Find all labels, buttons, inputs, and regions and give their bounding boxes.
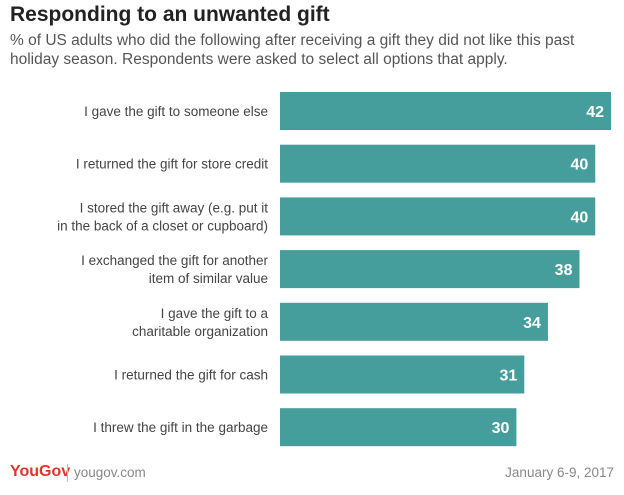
category-label: I gave the gift to someone else xyxy=(84,104,268,119)
chart-title: Responding to an unwanted gift xyxy=(10,3,330,26)
category-label: I returned the gift for store credit xyxy=(76,157,268,172)
category-label: I gave the gift to a charitable organizat… xyxy=(132,306,268,339)
bar-value-label: 42 xyxy=(586,104,604,121)
category-label: I exchanged the gift for another item of … xyxy=(81,253,268,286)
bar xyxy=(280,408,517,447)
bar-value-label: 30 xyxy=(492,420,510,437)
bar-value-label: 31 xyxy=(500,368,518,385)
bar xyxy=(280,250,580,289)
footer-date: January 6-9, 2017 xyxy=(505,465,614,480)
bar-value-label: 40 xyxy=(570,209,588,226)
bar xyxy=(280,355,525,394)
bar xyxy=(280,302,548,341)
footer-divider xyxy=(67,464,68,482)
category-label: I stored the gift away (e.g. put it in th… xyxy=(57,200,268,233)
bar-value-label: 40 xyxy=(570,157,588,174)
bar xyxy=(280,144,596,183)
bar-value-label: 34 xyxy=(523,315,541,332)
category-label: I returned the gift for cash xyxy=(114,368,268,383)
category-label: I threw the gift in the garbage xyxy=(93,420,268,435)
bar xyxy=(280,197,596,236)
chart-subtitle: % of US adults who did the following aft… xyxy=(10,32,575,68)
footer-url: yougov.com xyxy=(74,465,146,480)
bar-value-label: 38 xyxy=(555,262,573,279)
yougov-logo: YouGov xyxy=(10,463,71,480)
bar xyxy=(280,92,611,130)
